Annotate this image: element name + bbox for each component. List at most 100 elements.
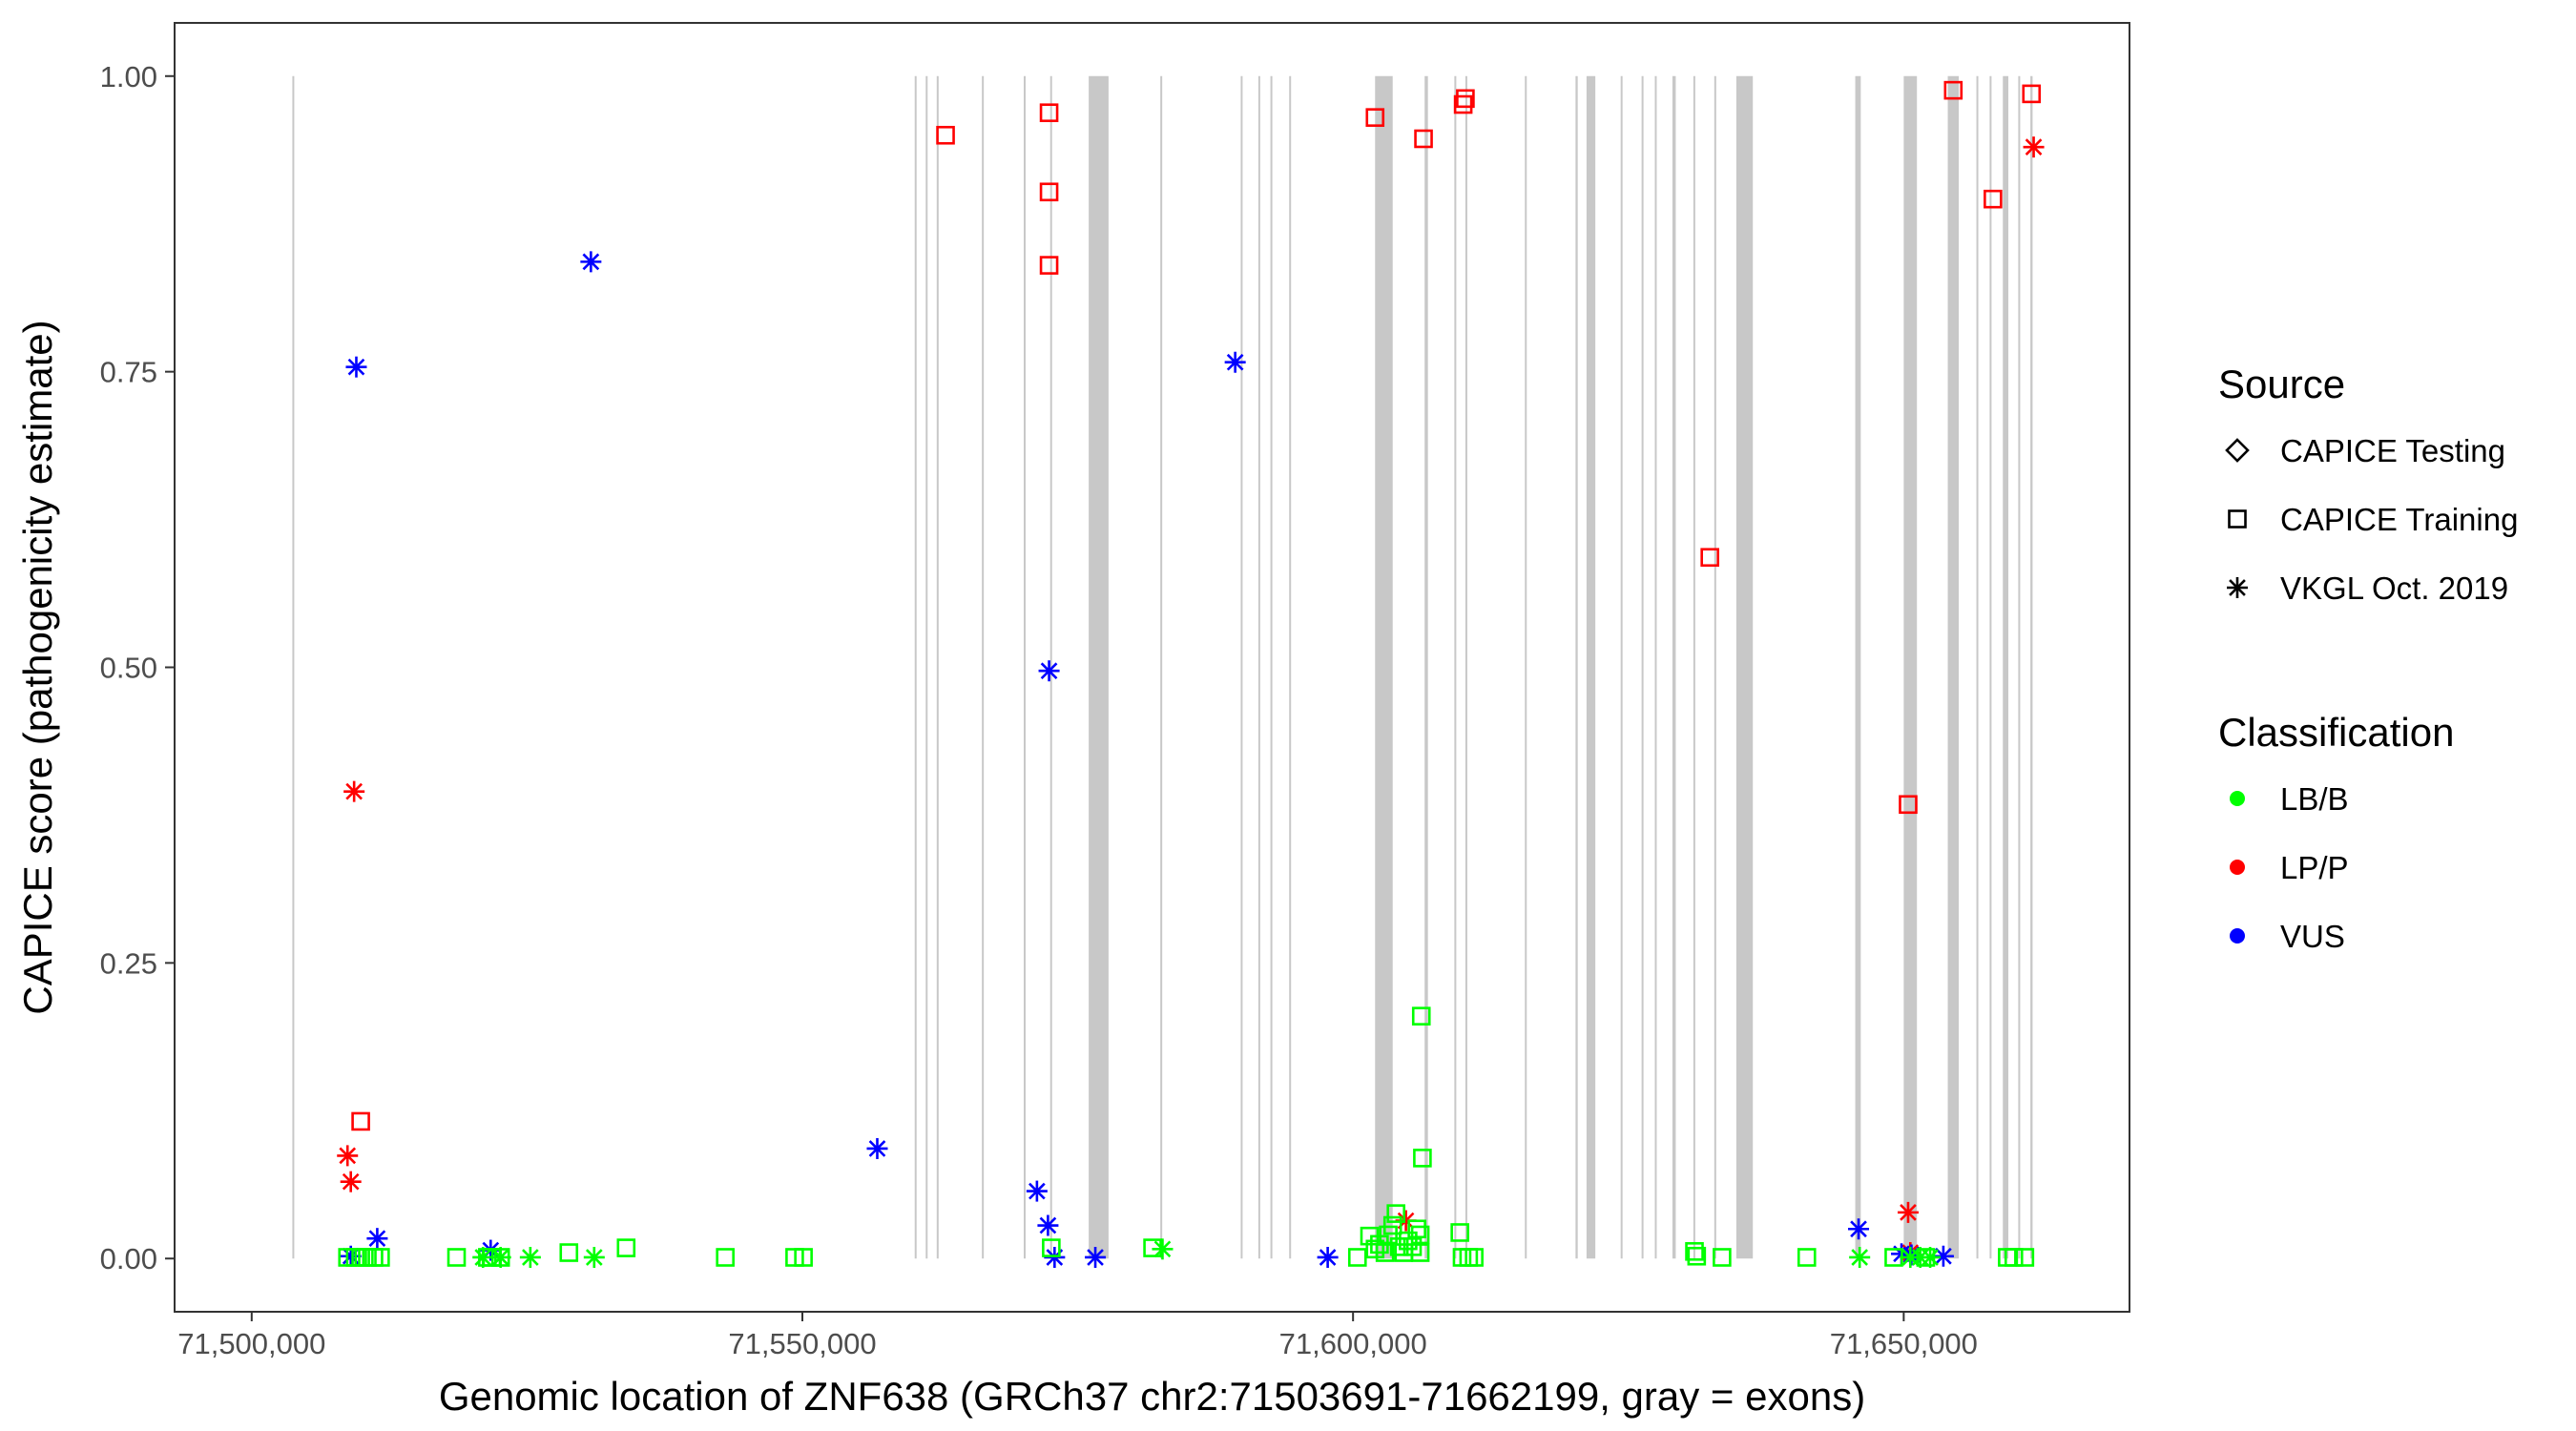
exon-band: [1672, 75, 1676, 1259]
lb-b-asterisk-point: [519, 1246, 541, 1268]
exon-band: [1240, 75, 1243, 1259]
exon-band: [1693, 75, 1695, 1259]
exon-band: [1289, 75, 1292, 1259]
lp-p-square-point: [1039, 182, 1059, 202]
exon-band: [2018, 75, 2021, 1259]
lp-p-square-point: [1700, 548, 1719, 568]
lp-p-asterisk-point: [340, 1171, 362, 1192]
lp-p-square-point: [936, 125, 955, 145]
exon-band: [936, 75, 939, 1259]
vus-asterisk-point: [580, 251, 602, 273]
vus-asterisk-point: [1085, 1246, 1107, 1268]
lp-p-square-point: [1984, 189, 2003, 209]
legend-source-label: VKGL Oct. 2019: [2280, 570, 2508, 606]
lp-p-asterisk-point: [1897, 1201, 1919, 1223]
legend-color-key: [2230, 791, 2245, 806]
lb-b-square-point: [1347, 1248, 1367, 1267]
lp-p-square-point: [2022, 84, 2042, 104]
lb-b-square-point: [371, 1248, 390, 1267]
exon-band: [914, 75, 917, 1259]
lp-p-square-point: [1456, 89, 1475, 109]
vus-asterisk-point: [1224, 351, 1246, 373]
lp-p-square-point: [1365, 108, 1385, 127]
legend-source-title: Source: [2218, 362, 2345, 406]
x-axis-title: Genomic location of ZNF638 (GRCh37 chr2:…: [439, 1374, 1865, 1419]
exon-band: [1089, 75, 1109, 1259]
lb-b-square-point: [1365, 1239, 1385, 1259]
lb-b-square-point: [1411, 1006, 1431, 1026]
x-tick-label: 71,500,000: [177, 1327, 325, 1360]
exon-band: [982, 75, 985, 1259]
axes: 71,500,000 71,550,000 71,600,000 71,650,000…: [100, 60, 1978, 1360]
exon-band: [1454, 75, 1457, 1259]
exon-band: [1714, 75, 1716, 1259]
vus-asterisk-point: [1044, 1246, 1066, 1268]
legend-square-key: [2228, 509, 2247, 529]
lb-b-square-point: [2015, 1248, 2035, 1267]
legend-diamond-key: [2225, 438, 2250, 463]
exon-band: [1641, 75, 1644, 1259]
lb-b-square-point: [1687, 1246, 1707, 1266]
legend-source-label: CAPICE Testing: [2280, 433, 2505, 468]
x-tick-label: 71,600,000: [1279, 1327, 1427, 1360]
legend-classification-label: VUS: [2280, 919, 2345, 954]
legend-color-key: [2230, 928, 2245, 944]
exon-band: [925, 75, 928, 1259]
lb-b-square-point: [794, 1248, 813, 1267]
lp-p-asterisk-point: [343, 780, 365, 802]
vus-asterisk-point: [1848, 1218, 1870, 1240]
exon-band: [1654, 75, 1657, 1259]
lb-b-square-point: [1407, 1219, 1426, 1239]
lb-b-asterisk-point: [1849, 1246, 1871, 1268]
exon-band: [1855, 75, 1861, 1259]
lb-b-square-point: [1042, 1238, 1061, 1257]
vus-asterisk-point: [1026, 1180, 1048, 1202]
exon-band: [292, 75, 295, 1259]
legend-asterisk-key: [2227, 577, 2248, 598]
lp-p-square-point: [1943, 80, 1963, 100]
lb-b-square-point: [1450, 1223, 1469, 1242]
exon-band: [1620, 75, 1623, 1259]
lb-b-square-point: [616, 1238, 636, 1257]
y-tick-label: 0.75: [100, 356, 157, 389]
legend-classification-title: Classification: [2218, 710, 2454, 755]
lb-b-asterisk-point: [472, 1246, 494, 1268]
vus-asterisk-point: [1037, 1214, 1059, 1236]
lb-b-asterisk-point: [1920, 1246, 1942, 1268]
exon-band: [1270, 75, 1273, 1259]
exon-band: [2003, 75, 2009, 1259]
y-tick-label: 0.50: [100, 652, 157, 685]
exon-band: [1375, 75, 1393, 1259]
legend-classification-label: LP/P: [2280, 850, 2349, 885]
data-points: [337, 80, 2045, 1268]
lb-b-square-point: [2004, 1248, 2024, 1267]
x-tick-label: 71,550,000: [728, 1327, 876, 1360]
vus-asterisk-point: [1932, 1245, 1954, 1267]
lb-b-asterisk-point: [583, 1246, 605, 1268]
exon-band: [1525, 75, 1527, 1259]
lb-b-square-point: [1413, 1149, 1432, 1168]
lp-p-square-point: [1453, 94, 1473, 114]
lb-b-square-point: [1797, 1248, 1817, 1267]
y-tick-label: 0.00: [100, 1242, 157, 1275]
legend-color-key: [2230, 860, 2245, 875]
exon-band: [1257, 75, 1260, 1259]
y-tick-label: 1.00: [100, 60, 157, 93]
exon-band: [1903, 75, 1918, 1259]
x-tick-label: 71,650,000: [1830, 1327, 1978, 1360]
exon-band: [1989, 75, 1992, 1259]
lb-b-square-point: [1713, 1248, 1732, 1267]
lb-b-square-point: [559, 1243, 579, 1262]
vus-asterisk-point: [366, 1228, 388, 1250]
y-tick-label: 0.25: [100, 946, 157, 980]
lp-p-asterisk-point: [337, 1145, 359, 1167]
exon-band: [1424, 75, 1428, 1259]
exon-band: [1976, 75, 1979, 1259]
exon-band: [1586, 75, 1596, 1259]
vus-asterisk-point: [1317, 1246, 1339, 1268]
lb-b-square-point: [716, 1248, 735, 1267]
lb-b-square-point: [1382, 1215, 1402, 1235]
lp-p-square-point: [1414, 129, 1433, 149]
